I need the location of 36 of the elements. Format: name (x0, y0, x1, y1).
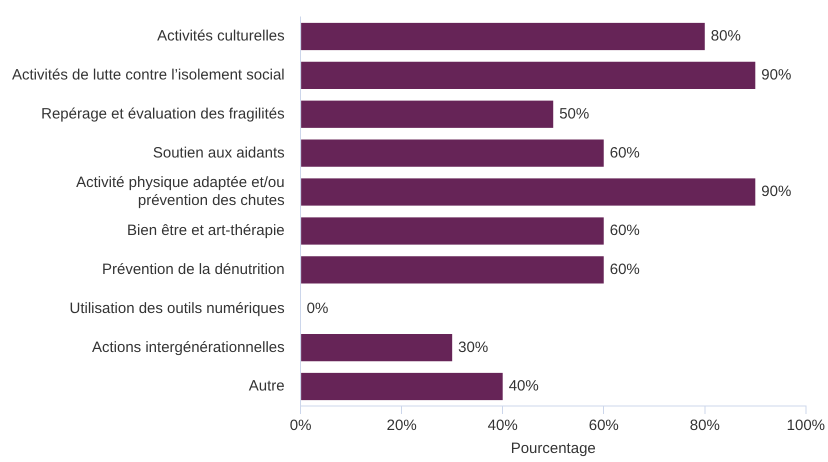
data-label: 60% (610, 144, 640, 162)
y-tick-label: Utilisation des outils numériques (70, 300, 285, 317)
data-label: 90% (761, 66, 792, 84)
data-label: 30% (458, 338, 488, 356)
y-tick-label: Prévention de la dénutrition (102, 260, 285, 278)
y-tick-label: Autre (248, 378, 285, 395)
x-tick-label: 100% (786, 417, 826, 434)
data-label: 60% (610, 222, 640, 240)
bar (301, 178, 756, 206)
data-label: 0% (306, 300, 328, 317)
y-tick-label: Bien être et art-thérapie (127, 222, 285, 240)
x-tick-label: 20% (386, 417, 417, 434)
x-tick-label: 60% (588, 417, 619, 434)
bar (301, 217, 604, 245)
y-tick-label: Soutien aux aidants (152, 144, 285, 162)
bar (301, 22, 705, 50)
data-label: 40% (508, 378, 539, 395)
bar (301, 372, 503, 400)
y-tick-label: Activités de lutte contre l’isolement social (12, 66, 285, 84)
data-label: 50% (559, 105, 590, 122)
data-label: 90% (761, 183, 792, 200)
data-label: 60% (610, 260, 640, 278)
x-tick-label: 0% (290, 417, 312, 434)
y-tick-label: Repérage et évaluation des fragilités (41, 105, 285, 122)
y-tick-label: Activité physique adaptée et/ou prévention des chutes (76, 174, 285, 210)
bar (301, 256, 604, 284)
x-axis-title: Pourcentage (510, 440, 596, 458)
bar (301, 100, 554, 128)
x-tick-label: 80% (690, 417, 720, 434)
y-tick-label: Activités culturelles (157, 28, 285, 45)
bar (301, 140, 604, 167)
bar (301, 62, 756, 89)
bar (301, 334, 452, 362)
x-tick-label: 40% (488, 417, 518, 434)
data-label: 80% (710, 28, 741, 45)
y-tick-label: Actions intergénérationnelles (92, 338, 285, 356)
